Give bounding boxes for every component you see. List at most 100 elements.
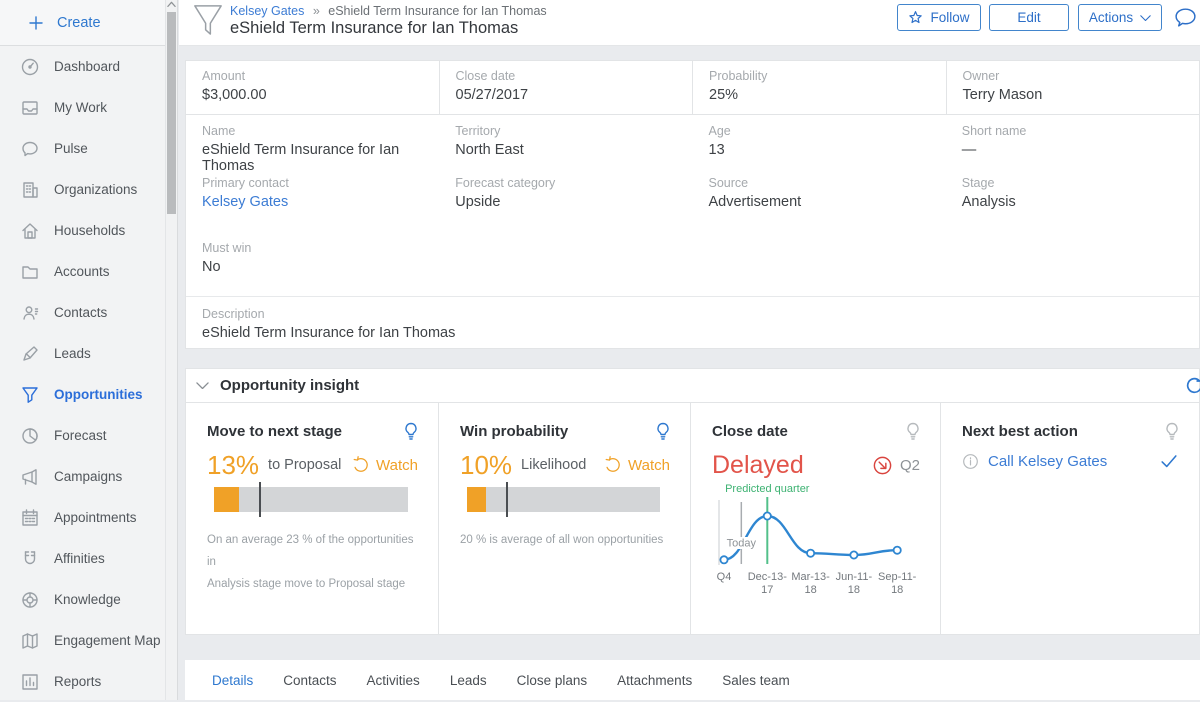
create-button[interactable]: Create — [0, 0, 177, 46]
tab-details[interactable]: Details — [212, 672, 254, 688]
svg-text:Dec-13-: Dec-13- — [748, 571, 787, 583]
field-must-win: Must win No — [202, 241, 252, 275]
sidebar-scrollbar[interactable] — [165, 0, 177, 700]
sidebar-item-reports[interactable]: Reports — [0, 661, 166, 702]
refresh-icon[interactable] — [1184, 375, 1200, 396]
sidebar-item-label: My Work — [54, 100, 107, 115]
sidebar-item-affinities[interactable]: Affinities — [0, 538, 166, 579]
sidebar-item-label: Pulse — [54, 141, 88, 156]
sidebar-item-pulse[interactable]: Pulse — [0, 128, 166, 169]
info-icon[interactable] — [962, 453, 979, 470]
page-title: eShield Term Insurance for Ian Thomas — [230, 19, 519, 37]
tab-sales-team[interactable]: Sales team — [722, 672, 790, 688]
card-title: Close date — [712, 423, 788, 440]
affinities-icon — [20, 549, 40, 569]
breadcrumb-link[interactable]: Kelsey Gates — [230, 4, 305, 18]
watch-icon — [604, 456, 622, 474]
scroll-up-arrow-icon[interactable] — [167, 1, 176, 10]
svg-text:17: 17 — [761, 584, 773, 596]
tab-close-plans[interactable]: Close plans — [516, 672, 588, 688]
primary-contact-link[interactable]: Kelsey Gates — [202, 194, 289, 210]
watch-button[interactable]: Watch — [352, 456, 418, 474]
summary-row: Amount $3,000.00 Close date 05/27/2017 Proba… — [186, 61, 1199, 115]
stage-progress-bar — [214, 482, 408, 517]
watch-icon — [352, 456, 370, 474]
my-work-icon — [20, 98, 40, 118]
insight-card-close-date: Close date Delayed Q2 Predicted quarter T… — [691, 403, 941, 635]
engagement-map-icon — [20, 631, 40, 651]
detail-field: Name eShield Term Insurance for Ian Thoma… — [202, 124, 400, 174]
record-tabbar: Details Contacts Activities Leads Close plan… — [185, 660, 1200, 700]
insight-section-title: Opportunity insight — [220, 377, 360, 394]
sidebar-item-households[interactable]: Households — [0, 210, 166, 251]
bulb-icon[interactable] — [404, 422, 418, 441]
stage-caption: On an average 23 % of the opportunities … — [207, 534, 414, 590]
chat-icon[interactable] — [1173, 5, 1198, 31]
sidebar-item-engagement-map[interactable]: Engagement Map — [0, 620, 166, 661]
sidebar-item-appointments[interactable]: Appointments — [0, 497, 166, 538]
bulb-icon[interactable] — [906, 422, 920, 441]
close-date-chart: Predicted quarter Today Q4 Dec-13-17 Mar-13-… — [717, 483, 917, 596]
summary-field: Owner Terry Mason — [962, 69, 1043, 103]
sidebar-item-label: Leads — [54, 346, 91, 361]
opportunities-icon — [20, 385, 40, 405]
scrollbar-thumb[interactable] — [167, 12, 176, 214]
tab-attachments[interactable]: Attachments — [617, 672, 693, 688]
sidebar-item-label: Knowledge — [54, 592, 121, 607]
edit-button[interactable]: Edit — [989, 4, 1069, 31]
detail-field: Stage Analysis — [961, 176, 1016, 210]
knowledge-icon — [20, 590, 40, 610]
breadcrumb: Kelsey Gates » eShield Term Insurance fo… — [230, 4, 547, 18]
sidebar-item-organizations[interactable]: Organizations — [0, 169, 166, 210]
sidebar-item-label: Opportunities — [54, 387, 143, 402]
pulse-icon — [20, 139, 40, 159]
probability-caption: 20 % is average of all won opportunities — [460, 534, 664, 546]
sidebar-item-forecast[interactable]: Forecast — [0, 415, 166, 456]
tab-leads[interactable]: Leads — [449, 672, 487, 688]
tab-contacts[interactable]: Contacts — [283, 672, 337, 688]
summary-field: Amount $3,000.00 — [186, 61, 440, 114]
details-panel: Amount $3,000.00 Close date 05/27/2017 Proba… — [185, 60, 1200, 349]
chevron-down-icon — [1140, 15, 1151, 22]
sidebar-item-campaigns[interactable]: Campaigns — [0, 456, 166, 497]
top-header: Kelsey Gates » eShield Term Insurance fo… — [179, 0, 1200, 46]
insight-card-next-best-action: Next best action Call Kelsey Gates — [941, 403, 1199, 635]
sidebar-item-label: Campaigns — [54, 469, 123, 484]
tab-activities[interactable]: Activities — [366, 672, 420, 688]
sidebar-item-accounts[interactable]: Accounts — [0, 251, 166, 292]
households-icon — [20, 221, 40, 241]
sidebar-item-label: Accounts — [54, 264, 110, 279]
collapse-chevron-icon[interactable] — [196, 381, 209, 390]
follow-button[interactable]: Follow — [897, 4, 981, 31]
insight-card-move-to-next-stage: Move to next stage 13% to Proposal Watch… — [186, 403, 439, 635]
actions-button[interactable]: Actions — [1078, 4, 1162, 31]
close-date-chart-wrap: Predicted quarter Today Q4 Dec-13- 17 Mar-13-… — [712, 480, 940, 603]
svg-text:Sep-11-: Sep-11- — [878, 571, 917, 583]
svg-text:Predicted quarter: Predicted quarter — [725, 483, 810, 495]
sidebar-item-knowledge[interactable]: Knowledge — [0, 579, 166, 620]
delayed-arrow-icon[interactable] — [872, 455, 893, 476]
sidebar-item-my-work[interactable]: My Work — [0, 87, 166, 128]
sidebar-nav: Dashboard My Work Pulse Organizations Househ… — [0, 46, 166, 702]
sidebar-item-contacts[interactable]: Contacts — [0, 292, 166, 333]
call-action-link[interactable]: Call Kelsey Gates — [988, 452, 1108, 470]
bulb-icon[interactable] — [1165, 422, 1179, 441]
plus-icon — [28, 15, 44, 31]
dashboard-icon — [20, 57, 40, 77]
average-marker — [505, 482, 508, 517]
sidebar-item-dashboard[interactable]: Dashboard — [0, 46, 166, 87]
delayed-status: Delayed — [712, 450, 804, 479]
detail-field: Short name — — [961, 124, 1027, 158]
quarter-label: Q2 — [899, 456, 920, 474]
watch-button[interactable]: Watch — [604, 456, 670, 474]
detail-field: Age 13 — [708, 124, 731, 158]
check-icon[interactable] — [1159, 451, 1179, 471]
appointments-icon — [20, 508, 40, 528]
sidebar-item-opportunities[interactable]: Opportunities — [0, 374, 166, 415]
leads-icon — [20, 344, 40, 364]
sidebar-item-leads[interactable]: Leads — [0, 333, 166, 374]
bulb-icon[interactable] — [656, 422, 670, 441]
breadcrumb-current: eShield Term Insurance for Ian Thomas — [328, 4, 547, 18]
forecast-icon — [20, 426, 40, 446]
organizations-icon — [20, 180, 40, 200]
